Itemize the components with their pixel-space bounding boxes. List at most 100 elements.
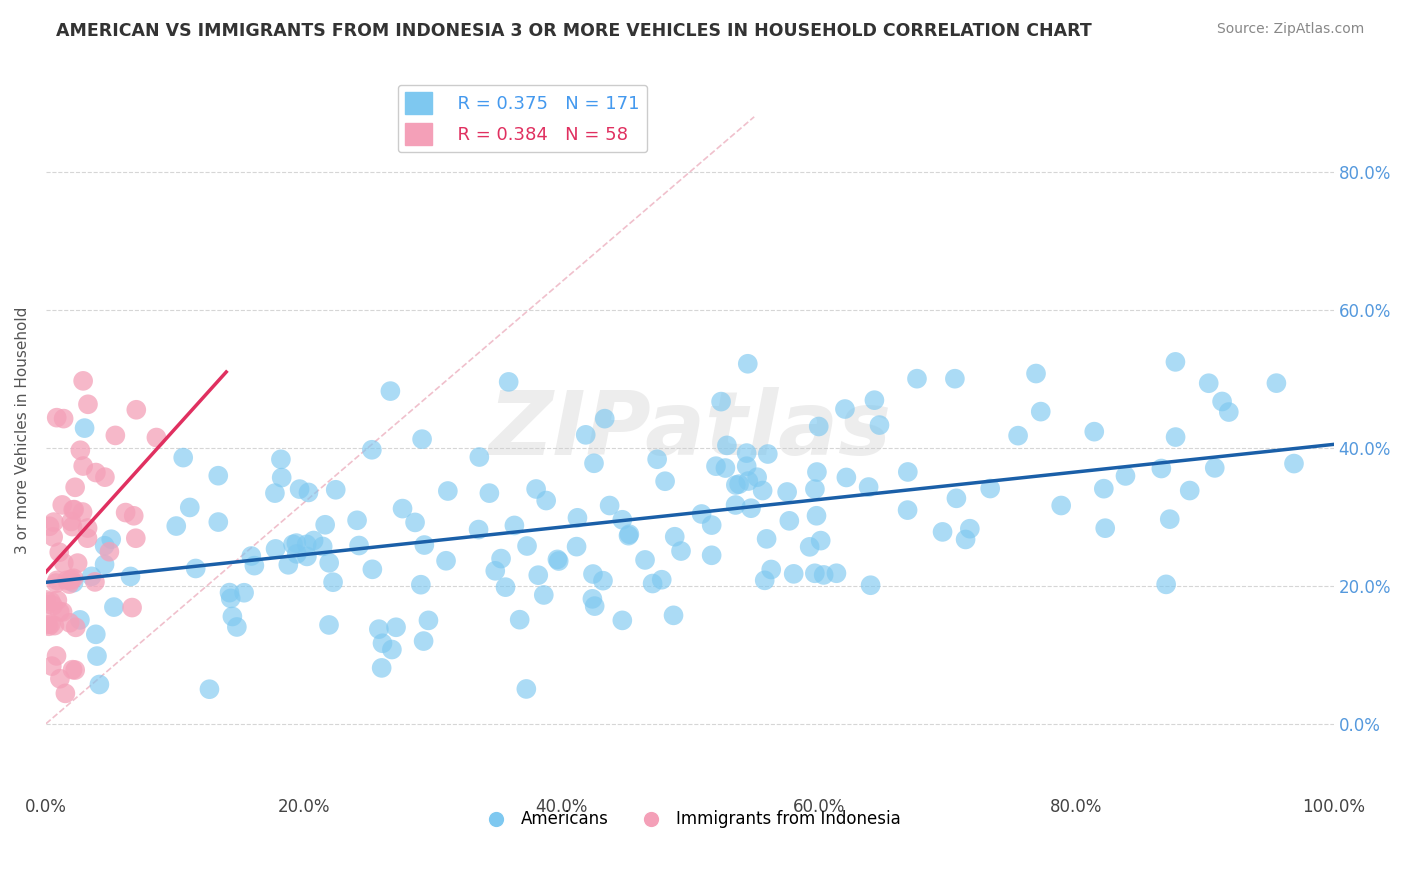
Point [184, 561, 207, 575]
Point [634, 553, 657, 567]
Point [813, 568, 835, 582]
Point [46, 574, 69, 588]
Point [1029, 404, 1052, 418]
Point [93, 558, 115, 572]
Point [728, 477, 751, 491]
Point [582, 456, 605, 470]
Point [737, 474, 759, 488]
Point [52, 411, 75, 425]
Point [63, 502, 86, 516]
Point [233, 585, 256, 599]
Point [669, 544, 692, 558]
Point [751, 483, 773, 498]
Point [121, 600, 143, 615]
Point [478, 486, 501, 500]
Point [690, 507, 713, 521]
Point [243, 558, 266, 573]
Y-axis label: 3 or more Vehicles in Household: 3 or more Vehicles in Household [15, 307, 30, 554]
Point [1282, 457, 1305, 471]
Point [593, 411, 616, 425]
Point [65, 620, 87, 634]
Point [1164, 355, 1187, 369]
Point [264, 541, 287, 556]
Point [35, 598, 58, 612]
Point [221, 609, 243, 624]
Point [42, 530, 65, 544]
Point [41, 659, 63, 673]
Point [207, 468, 229, 483]
Point [515, 681, 537, 696]
Point [63, 480, 86, 494]
Point [516, 539, 538, 553]
Point [806, 465, 828, 479]
Point [72, 458, 94, 473]
Point [295, 549, 318, 564]
Point [468, 450, 491, 464]
Point [700, 518, 723, 533]
Point [62, 519, 84, 533]
Point [42, 515, 65, 529]
Point [1025, 367, 1047, 381]
Point [270, 470, 292, 484]
Point [955, 533, 977, 547]
Point [165, 519, 187, 533]
Point [44, 618, 66, 632]
Point [51, 498, 73, 512]
Point [297, 485, 319, 500]
Point [716, 438, 738, 452]
Point [66, 556, 89, 570]
Point [662, 608, 685, 623]
Point [834, 402, 856, 417]
Point [1211, 394, 1233, 409]
Point [39, 617, 62, 632]
Point [799, 540, 821, 554]
Point [737, 357, 759, 371]
Point [1159, 512, 1181, 526]
Point [509, 613, 531, 627]
Point [524, 482, 547, 496]
Point [270, 452, 292, 467]
Point [581, 591, 603, 606]
Point [724, 478, 747, 492]
Point [38, 619, 60, 633]
Point [38, 519, 60, 533]
Point [318, 618, 340, 632]
Point [281, 537, 304, 551]
Point [503, 518, 526, 533]
Point [264, 486, 287, 500]
Point [63, 663, 86, 677]
Point [72, 374, 94, 388]
Point [1178, 483, 1201, 498]
Point [804, 566, 827, 581]
Point [747, 470, 769, 484]
Point [869, 418, 891, 433]
Text: AMERICAN VS IMMIGRANTS FROM INDONESIA 3 OR MORE VEHICLES IN HOUSEHOLD CORRELATIO: AMERICAN VS IMMIGRANTS FROM INDONESIA 3 … [56, 22, 1092, 40]
Point [1164, 430, 1187, 444]
Point [527, 568, 550, 582]
Point [645, 452, 668, 467]
Point [125, 402, 148, 417]
Point [806, 508, 828, 523]
Point [48, 545, 70, 559]
Point [735, 459, 758, 474]
Point [94, 470, 117, 484]
Point [810, 533, 832, 548]
Point [285, 547, 308, 561]
Point [546, 552, 568, 566]
Point [897, 503, 920, 517]
Text: Source: ZipAtlas.com: Source: ZipAtlas.com [1216, 22, 1364, 37]
Point [1083, 425, 1105, 439]
Point [218, 585, 240, 599]
Point [567, 510, 589, 524]
Point [49, 672, 72, 686]
Point [599, 499, 621, 513]
Point [710, 394, 733, 409]
Point [863, 393, 886, 408]
Point [1007, 428, 1029, 442]
Point [704, 459, 727, 474]
Point [53, 686, 76, 700]
Point [371, 636, 394, 650]
Point [45, 576, 67, 591]
Point [100, 533, 122, 547]
Point [295, 537, 318, 551]
